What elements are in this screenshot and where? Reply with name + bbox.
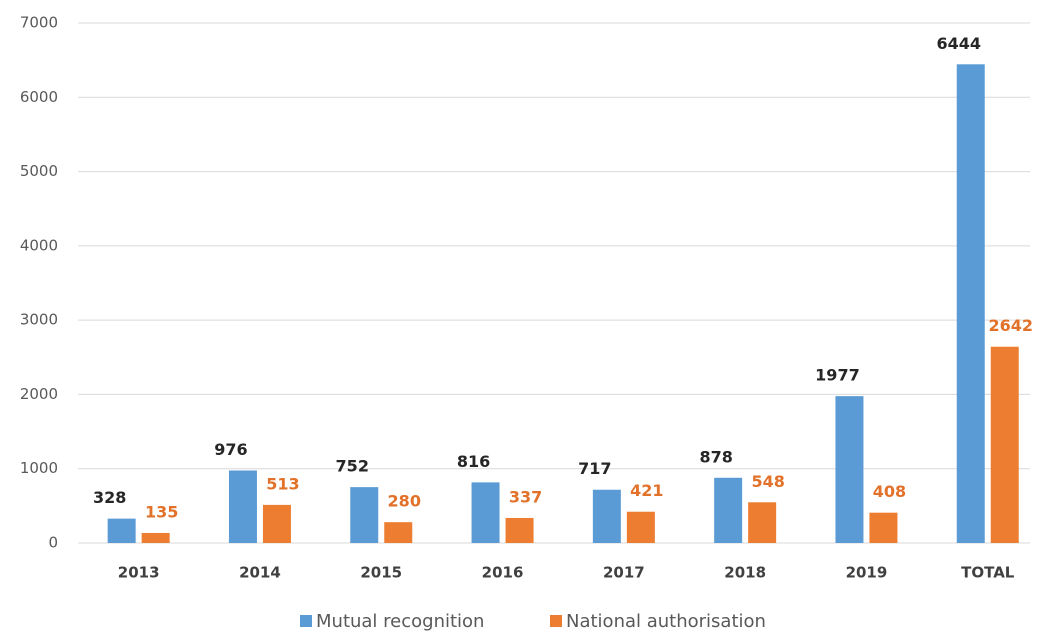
y-tick-label: 4000 bbox=[20, 236, 58, 254]
legend-swatch bbox=[300, 615, 312, 627]
value-label: 816 bbox=[457, 452, 490, 471]
legend-swatch bbox=[550, 615, 562, 627]
bar bbox=[626, 511, 655, 543]
value-label: 717 bbox=[578, 459, 611, 478]
x-tick-label: TOTAL bbox=[961, 564, 1015, 582]
bar bbox=[956, 64, 985, 543]
value-label: 328 bbox=[93, 488, 126, 507]
value-label: 135 bbox=[145, 502, 178, 521]
x-tick-label: 2014 bbox=[239, 564, 281, 582]
bar bbox=[835, 396, 864, 543]
bar bbox=[262, 504, 291, 543]
value-label: 976 bbox=[214, 440, 247, 459]
value-label: 280 bbox=[388, 492, 421, 511]
bar bbox=[471, 482, 500, 543]
legend-label: National authorisation bbox=[566, 611, 766, 632]
value-label: 6444 bbox=[936, 34, 981, 53]
value-label: 1977 bbox=[815, 366, 860, 385]
y-tick-label: 7000 bbox=[20, 14, 58, 32]
y-tick-label: 0 bbox=[48, 534, 58, 552]
x-tick-label: 2017 bbox=[603, 564, 645, 582]
x-tick-label: 2018 bbox=[724, 564, 766, 582]
value-label: 421 bbox=[630, 481, 663, 500]
bar bbox=[592, 489, 621, 543]
x-tick-label: 2015 bbox=[360, 564, 402, 582]
bar bbox=[228, 470, 257, 543]
x-tick-label: 2019 bbox=[846, 564, 888, 582]
y-tick-label: 3000 bbox=[20, 311, 58, 329]
value-label: 408 bbox=[873, 482, 906, 501]
bar bbox=[141, 532, 170, 543]
value-label: 337 bbox=[509, 487, 542, 506]
value-label: 548 bbox=[751, 472, 784, 491]
value-label: 878 bbox=[699, 447, 732, 466]
bar bbox=[107, 518, 136, 543]
bar bbox=[748, 502, 777, 543]
x-tick-label: 2016 bbox=[482, 564, 524, 582]
bar bbox=[869, 512, 898, 543]
value-label: 513 bbox=[266, 474, 299, 493]
bar bbox=[384, 522, 413, 543]
value-label: 752 bbox=[336, 457, 369, 476]
x-tick-label: 2013 bbox=[118, 564, 160, 582]
y-tick-label: 2000 bbox=[20, 385, 58, 403]
bar bbox=[990, 346, 1019, 543]
bar bbox=[714, 477, 743, 543]
y-tick-label: 6000 bbox=[20, 88, 58, 106]
y-tick-label: 1000 bbox=[20, 459, 58, 477]
bar bbox=[505, 517, 534, 543]
bar bbox=[350, 487, 379, 543]
legend-label: Mutual recognition bbox=[316, 611, 484, 632]
y-tick-label: 5000 bbox=[20, 162, 58, 180]
value-label: 2642 bbox=[988, 316, 1033, 335]
